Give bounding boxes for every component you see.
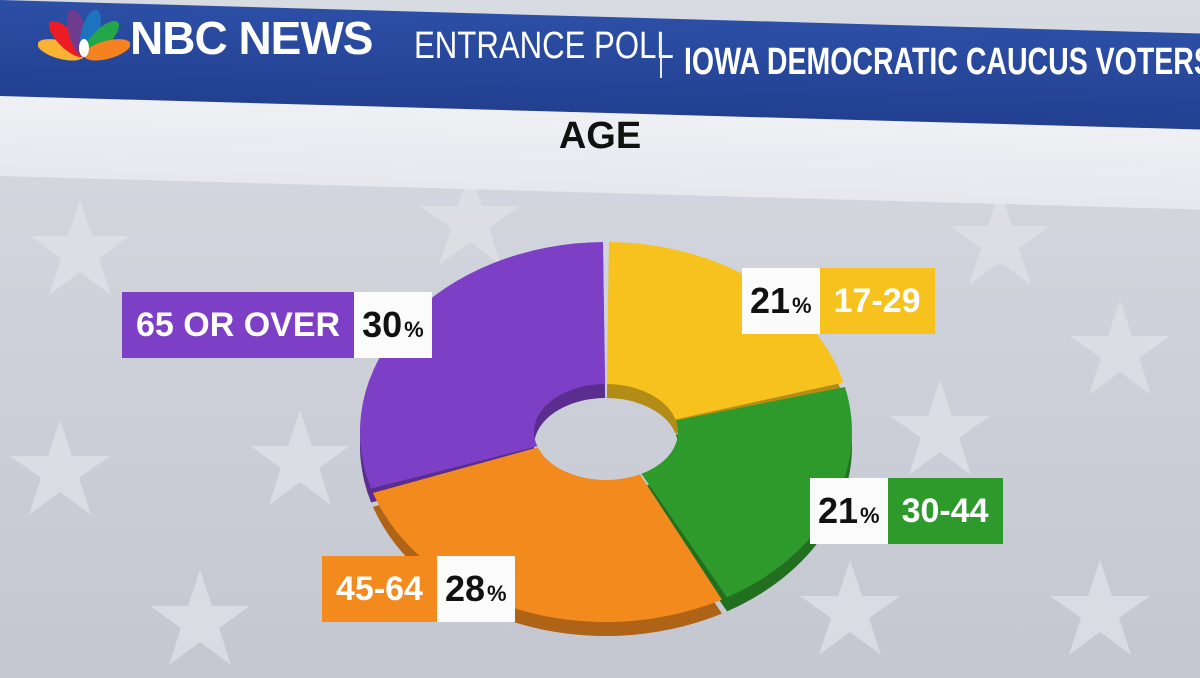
label-45-64: 45-64 28% <box>322 556 515 622</box>
category-text: 65 OR OVER <box>136 305 341 344</box>
slice-17-29 <box>606 242 844 420</box>
nbc-peacock-icon <box>38 9 130 61</box>
value-number: 21 <box>750 280 791 321</box>
category-label-65-or-over: 65 OR OVER <box>122 292 355 358</box>
category-text: 30-44 <box>901 491 989 530</box>
value-label-17-29: 21% <box>742 268 820 334</box>
header-divider <box>660 34 662 78</box>
background-star-icon <box>890 380 990 475</box>
category-label-30-44: 30-44 <box>887 478 1003 544</box>
label-65-or-over: 65 OR OVER 30% <box>122 292 432 358</box>
category-label-45-64: 45-64 <box>322 556 437 622</box>
percent-sign: % <box>487 581 507 606</box>
value-label-65-or-over: 30% <box>354 292 432 358</box>
background-star-icon <box>250 410 350 505</box>
background-star-icon <box>150 570 250 665</box>
background-star-icon <box>950 190 1050 285</box>
percent-sign: % <box>404 317 424 342</box>
header: NBC NEWS ENTRANCE POLL IOWA DEMOCRATIC C… <box>0 0 1200 96</box>
background-star-icon <box>1070 300 1170 395</box>
category-text: 45-64 <box>336 569 423 608</box>
background-star-icon <box>420 170 520 265</box>
value-label-30-44: 21% <box>810 478 888 544</box>
chart-title: AGE <box>558 115 642 157</box>
category-label-17-29: 17-29 <box>819 268 935 334</box>
poll-type: ENTRANCE POLL <box>414 25 674 67</box>
background-star-icon <box>10 420 110 515</box>
poll-group: IOWA DEMOCRATIC CAUCUS VOTERS <box>684 41 1200 83</box>
background-star-icon <box>30 200 130 295</box>
slice-30-44 <box>641 387 853 598</box>
value-number: 30 <box>362 304 403 345</box>
slice-65-or-over <box>359 242 606 489</box>
category-text: 17-29 <box>833 281 921 320</box>
label-17-29: 21% 17-29 <box>742 268 935 334</box>
brand-name: NBC NEWS <box>130 12 373 64</box>
percent-sign: % <box>860 503 880 528</box>
background-star-icon <box>800 560 900 655</box>
value-number: 21 <box>818 490 859 531</box>
value-label-45-64: 28% <box>436 556 515 622</box>
percent-sign: % <box>792 293 812 318</box>
value-number: 28 <box>444 568 486 609</box>
background-star-icon <box>1050 560 1150 655</box>
label-30-44: 21% 30-44 <box>810 478 1003 544</box>
